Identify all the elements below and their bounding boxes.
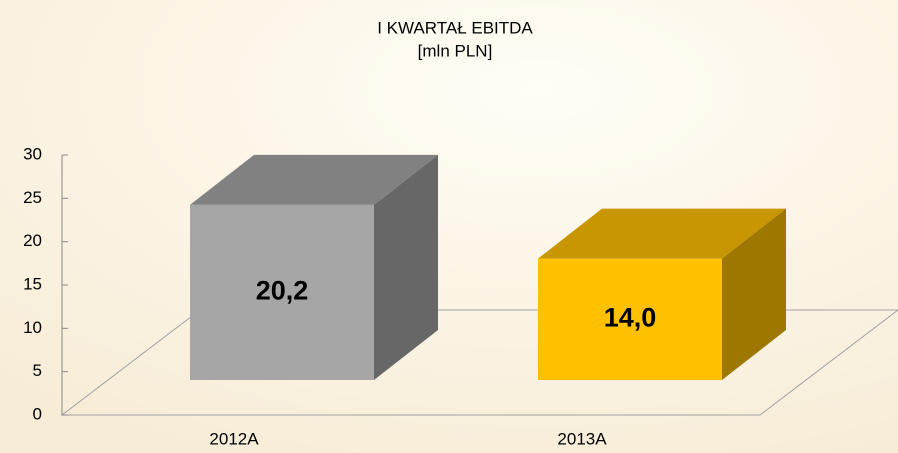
y-tick-label: 15 (23, 274, 42, 293)
bar-side (722, 208, 786, 380)
x-tick-label: 2013A (557, 429, 607, 448)
bar-side (374, 154, 438, 380)
y-tick-label: 10 (23, 318, 42, 337)
value-label: 14,0 (604, 302, 657, 332)
y-tick-label: 25 (23, 188, 42, 207)
bar-top (538, 208, 786, 259)
y-tick-label: 30 (23, 144, 42, 163)
y-tick-label: 0 (33, 404, 42, 423)
x-tick-label: 2012A (209, 429, 259, 448)
y-tick-label: 5 (33, 361, 42, 380)
bar (538, 258, 722, 380)
chart-title: I KWARTAŁ EBITDA (377, 18, 533, 37)
value-label: 20,2 (256, 276, 309, 306)
chart-subtitle: [mln PLN] (418, 41, 493, 60)
bar (190, 204, 374, 380)
floor (60, 309, 898, 416)
bar-top (190, 154, 438, 205)
y-tick-label: 20 (23, 231, 42, 250)
